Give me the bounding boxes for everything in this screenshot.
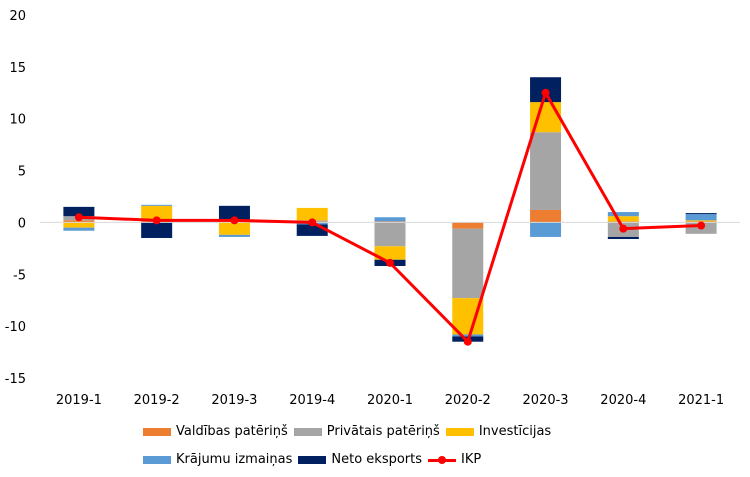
legend-item-neto: Neto eksports: [298, 452, 422, 467]
bar-segment: [452, 334, 484, 337]
x-tick-label: 2019-4: [289, 393, 335, 408]
bar-segment: [296, 207, 328, 221]
legend-swatch-ikp: [428, 454, 457, 466]
y-tick-label: -5: [13, 268, 26, 283]
legend-item-investicijas: Investīcijas: [445, 424, 552, 439]
bar-segment: [685, 214, 717, 221]
x-tick-label: 2019-1: [56, 393, 102, 408]
legend-swatch-investicijas: [445, 427, 474, 436]
legend: Valdības patēriņš Privātais patēriņš Inv…: [0, 420, 750, 476]
legend-item-valdibas: Valdības patēriņš: [143, 424, 288, 439]
y-tick-label: 20: [9, 9, 26, 24]
legend-swatch-privatais: [293, 427, 322, 436]
bar-segment: [607, 236, 639, 240]
bar-segment: [607, 216, 639, 222]
ikp-point: [541, 88, 550, 97]
bar-segment: [374, 221, 406, 223]
legend-row-2: Krājumu izmaiņas Neto eksports IKP: [143, 452, 487, 467]
x-tick-label: 2021-1: [678, 393, 724, 408]
bar-segment: [141, 222, 173, 238]
legend-item-privatais: Privātais patēriņš: [293, 424, 440, 439]
legend-label-investicijas: Investīcijas: [478, 424, 552, 439]
x-tick-label: 2020-2: [445, 393, 491, 408]
legend-label-krajumu: Krājumu izmaiņas: [176, 452, 293, 467]
bar-segment: [452, 228, 484, 299]
legend-swatch-neto: [298, 455, 327, 464]
ikp-point: [619, 224, 628, 233]
chart-plot: -15 -10 -5 0 5 10 15 20 2019-1 2019-2 2019-3 2019-…: [5, 9, 740, 408]
ikp-point: [308, 218, 317, 227]
ikp-point: [74, 213, 83, 222]
ikp-point: [230, 216, 239, 225]
x-tick-label: 2020-3: [523, 393, 569, 408]
bar-segment: [685, 220, 717, 222]
bar-segment: [685, 213, 717, 215]
bar-segment: [141, 205, 173, 221]
bar-segment: [63, 222, 95, 228]
bar-segment: [374, 222, 406, 247]
y-tick-label: 0: [18, 216, 26, 231]
bar-segment: [607, 221, 639, 223]
x-tick-label: 2020-4: [600, 393, 646, 408]
bar-segment: [374, 217, 406, 222]
x-tick-label: 2019-2: [134, 393, 180, 408]
bar-segment: [141, 204, 173, 206]
y-tick-label: -10: [5, 320, 26, 335]
bar-segment: [63, 227, 95, 231]
legend-swatch-valdibas: [143, 427, 171, 436]
bar-segment: [218, 234, 250, 237]
y-tick-label: 15: [9, 61, 26, 76]
bar-segment: [530, 222, 562, 237]
bar-segment: [218, 205, 250, 221]
bar-segment: [374, 246, 406, 260]
bar-segment: [63, 206, 95, 217]
bar-segment: [530, 209, 562, 223]
bar-segment: [63, 220, 95, 223]
y-tick-label: -15: [5, 372, 26, 387]
y-tick-label: 10: [9, 113, 26, 128]
legend-label-ikp: IKP: [461, 452, 482, 467]
x-tick-label: 2020-1: [367, 393, 413, 408]
legend-label-privatais: Privātais patēriņš: [326, 424, 440, 439]
ikp-point: [697, 221, 706, 230]
legend-swatch-krajumu: [143, 455, 171, 464]
bar-segment: [452, 222, 484, 229]
x-tick-label: 2019-3: [211, 393, 257, 408]
legend-label-neto: Neto eksports: [331, 452, 423, 467]
ikp-point: [463, 337, 472, 346]
ikp-point: [152, 216, 161, 225]
y-tick-label: 5: [18, 165, 26, 180]
ikp-point: [386, 258, 394, 267]
bar-segment: [296, 224, 328, 236]
legend-row-1: Valdības patēriņš Privātais patēriņš Inv…: [143, 424, 557, 439]
legend-item-ikp: IKP: [428, 452, 481, 467]
legend-label-valdibas: Valdības patēriņš: [176, 424, 288, 439]
bar-segment: [218, 222, 250, 235]
bar-segment: [607, 212, 639, 217]
legend-item-krajumu: Krājumu izmaiņas: [143, 452, 292, 467]
bar-segment: [530, 132, 562, 210]
